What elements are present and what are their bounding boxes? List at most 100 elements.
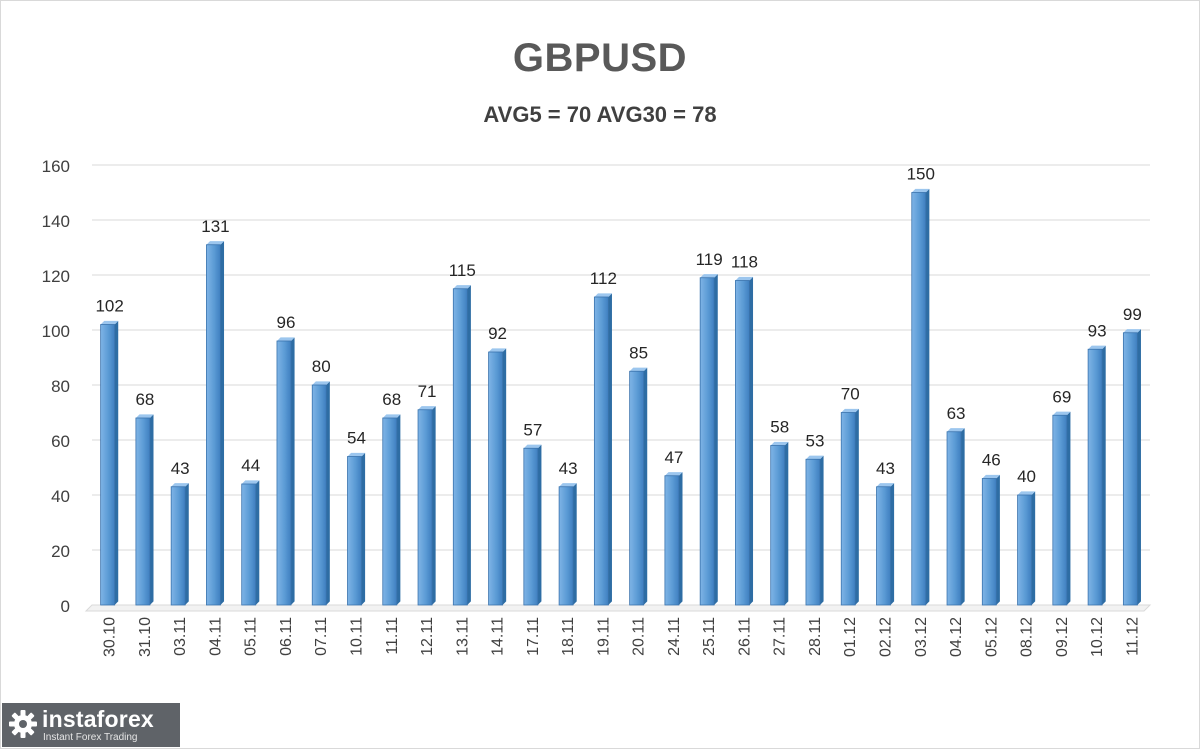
bar-top — [947, 428, 965, 432]
y-tick-label: 80 — [51, 377, 70, 396]
bar-31.10 — [135, 414, 154, 606]
data-label-12.11: 71 — [418, 382, 437, 401]
bar-front — [311, 384, 327, 606]
bar-05.11 — [241, 480, 260, 606]
logo-tagline: Instant Forex Trading — [43, 732, 138, 743]
x-tick-label-11.11: 11.11 — [384, 617, 401, 655]
y-tick-label: 40 — [51, 487, 70, 506]
bar-front — [770, 445, 786, 606]
bar-top — [347, 452, 366, 457]
bar-side — [326, 381, 330, 605]
bar-top — [418, 406, 436, 410]
bar-side — [784, 441, 789, 605]
x-tick-label-25.11: 25.11 — [701, 617, 718, 656]
x-tick-label-05.12: 05.12 — [983, 617, 1000, 657]
x-tick-label-06.11: 06.11 — [278, 617, 295, 656]
bar-11.11 — [382, 414, 401, 606]
data-label-19.11: 112 — [590, 269, 617, 288]
data-label-24.11: 47 — [664, 448, 683, 467]
bar-top — [982, 474, 1000, 479]
bar-07.11 — [311, 381, 330, 606]
bar-front — [593, 296, 609, 606]
bar-top — [382, 414, 401, 418]
bar-side — [255, 480, 260, 605]
x-tick-label-11.12: 11.12 — [1124, 617, 1141, 656]
instaforex-logo: instaforex Instant Forex Trading — [2, 703, 180, 747]
logo-name: instaforex — [42, 706, 154, 732]
bar-front — [1122, 332, 1138, 606]
bar-19.11 — [593, 293, 612, 606]
bar-side — [537, 444, 542, 605]
data-label-04.12: 63 — [947, 404, 966, 423]
bar-top — [1123, 329, 1141, 333]
bar-top — [241, 480, 260, 484]
bar-front — [1052, 414, 1068, 606]
y-tick-label: 160 — [42, 157, 70, 176]
bar-05.12 — [981, 474, 1000, 606]
bar-front — [135, 417, 151, 606]
bar-20.11 — [629, 367, 648, 606]
bar-17.11 — [523, 444, 542, 606]
bar-top — [135, 414, 154, 418]
bar-side — [855, 408, 859, 605]
bar-top — [1088, 345, 1106, 350]
x-tick-label-13.11: 13.11 — [454, 617, 471, 656]
bar-04.11 — [206, 241, 225, 606]
bar-front — [452, 288, 468, 606]
x-tick-label-10.11: 10.11 — [349, 617, 366, 656]
bar-26.11 — [735, 276, 754, 606]
bar-side — [643, 367, 648, 605]
bar-front — [417, 409, 433, 606]
x-tick-label-14.11: 14.11 — [490, 617, 507, 656]
bar-18.11 — [558, 483, 577, 606]
bar-front — [276, 340, 292, 606]
x-tick-label-24.11: 24.11 — [666, 617, 683, 656]
bar-top — [559, 483, 577, 487]
data-label-31.10: 68 — [135, 390, 154, 409]
bar-03.12 — [911, 188, 930, 606]
x-tick-label-19.11: 19.11 — [595, 617, 612, 656]
bar-top — [841, 408, 859, 413]
bar-28.11 — [805, 455, 824, 606]
bar-top — [700, 274, 718, 278]
bar-front — [347, 456, 362, 606]
data-label-02.12: 43 — [876, 459, 895, 478]
data-label-01.12: 70 — [841, 385, 860, 404]
bar-front — [629, 370, 645, 606]
data-label-25.11: 119 — [696, 250, 723, 269]
bar-front — [805, 458, 821, 606]
bar-front — [1017, 494, 1032, 606]
bar-13.11 — [452, 285, 471, 606]
bar-27.11 — [770, 441, 789, 606]
bar-12.11 — [417, 406, 436, 606]
y-axis-ticks: 0 20 40 60 80 100 120 140 160 — [42, 157, 70, 616]
data-label-04.11: 131 — [201, 217, 229, 236]
x-tick-label-30.10: 30.10 — [102, 617, 119, 657]
bar-24.11 — [664, 472, 683, 606]
bar-side — [925, 188, 930, 605]
bar-side — [432, 406, 436, 605]
bar-side — [573, 483, 577, 605]
bar-side — [608, 293, 612, 605]
x-tick-label-08.12: 08.12 — [1019, 617, 1036, 657]
bar-front — [206, 244, 221, 606]
x-tick-label-09.12: 09.12 — [1054, 617, 1071, 657]
bar-10.12 — [1087, 345, 1106, 606]
x-tick-label-04.12: 04.12 — [948, 617, 965, 657]
data-label-07.11: 80 — [312, 357, 331, 376]
bar-25.11 — [699, 274, 718, 606]
bar-front — [981, 478, 997, 606]
bar-11.12 — [1122, 329, 1141, 606]
bar-top — [594, 293, 612, 297]
bar-front — [840, 412, 856, 606]
data-label-09.12: 69 — [1052, 387, 1071, 406]
x-tick-label-02.12: 02.12 — [878, 617, 895, 657]
bar-front — [911, 192, 927, 606]
bar-side — [502, 348, 507, 605]
data-label-05.12: 46 — [982, 451, 1001, 470]
bar-front — [699, 277, 715, 606]
bar-top — [1017, 491, 1036, 495]
bar-side — [396, 414, 401, 605]
bar-top — [312, 381, 330, 385]
